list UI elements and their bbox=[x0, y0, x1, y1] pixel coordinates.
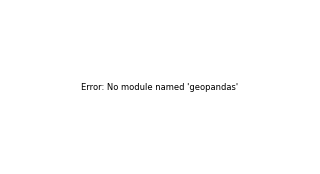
Text: Error: No module named 'geopandas': Error: No module named 'geopandas' bbox=[81, 82, 239, 92]
